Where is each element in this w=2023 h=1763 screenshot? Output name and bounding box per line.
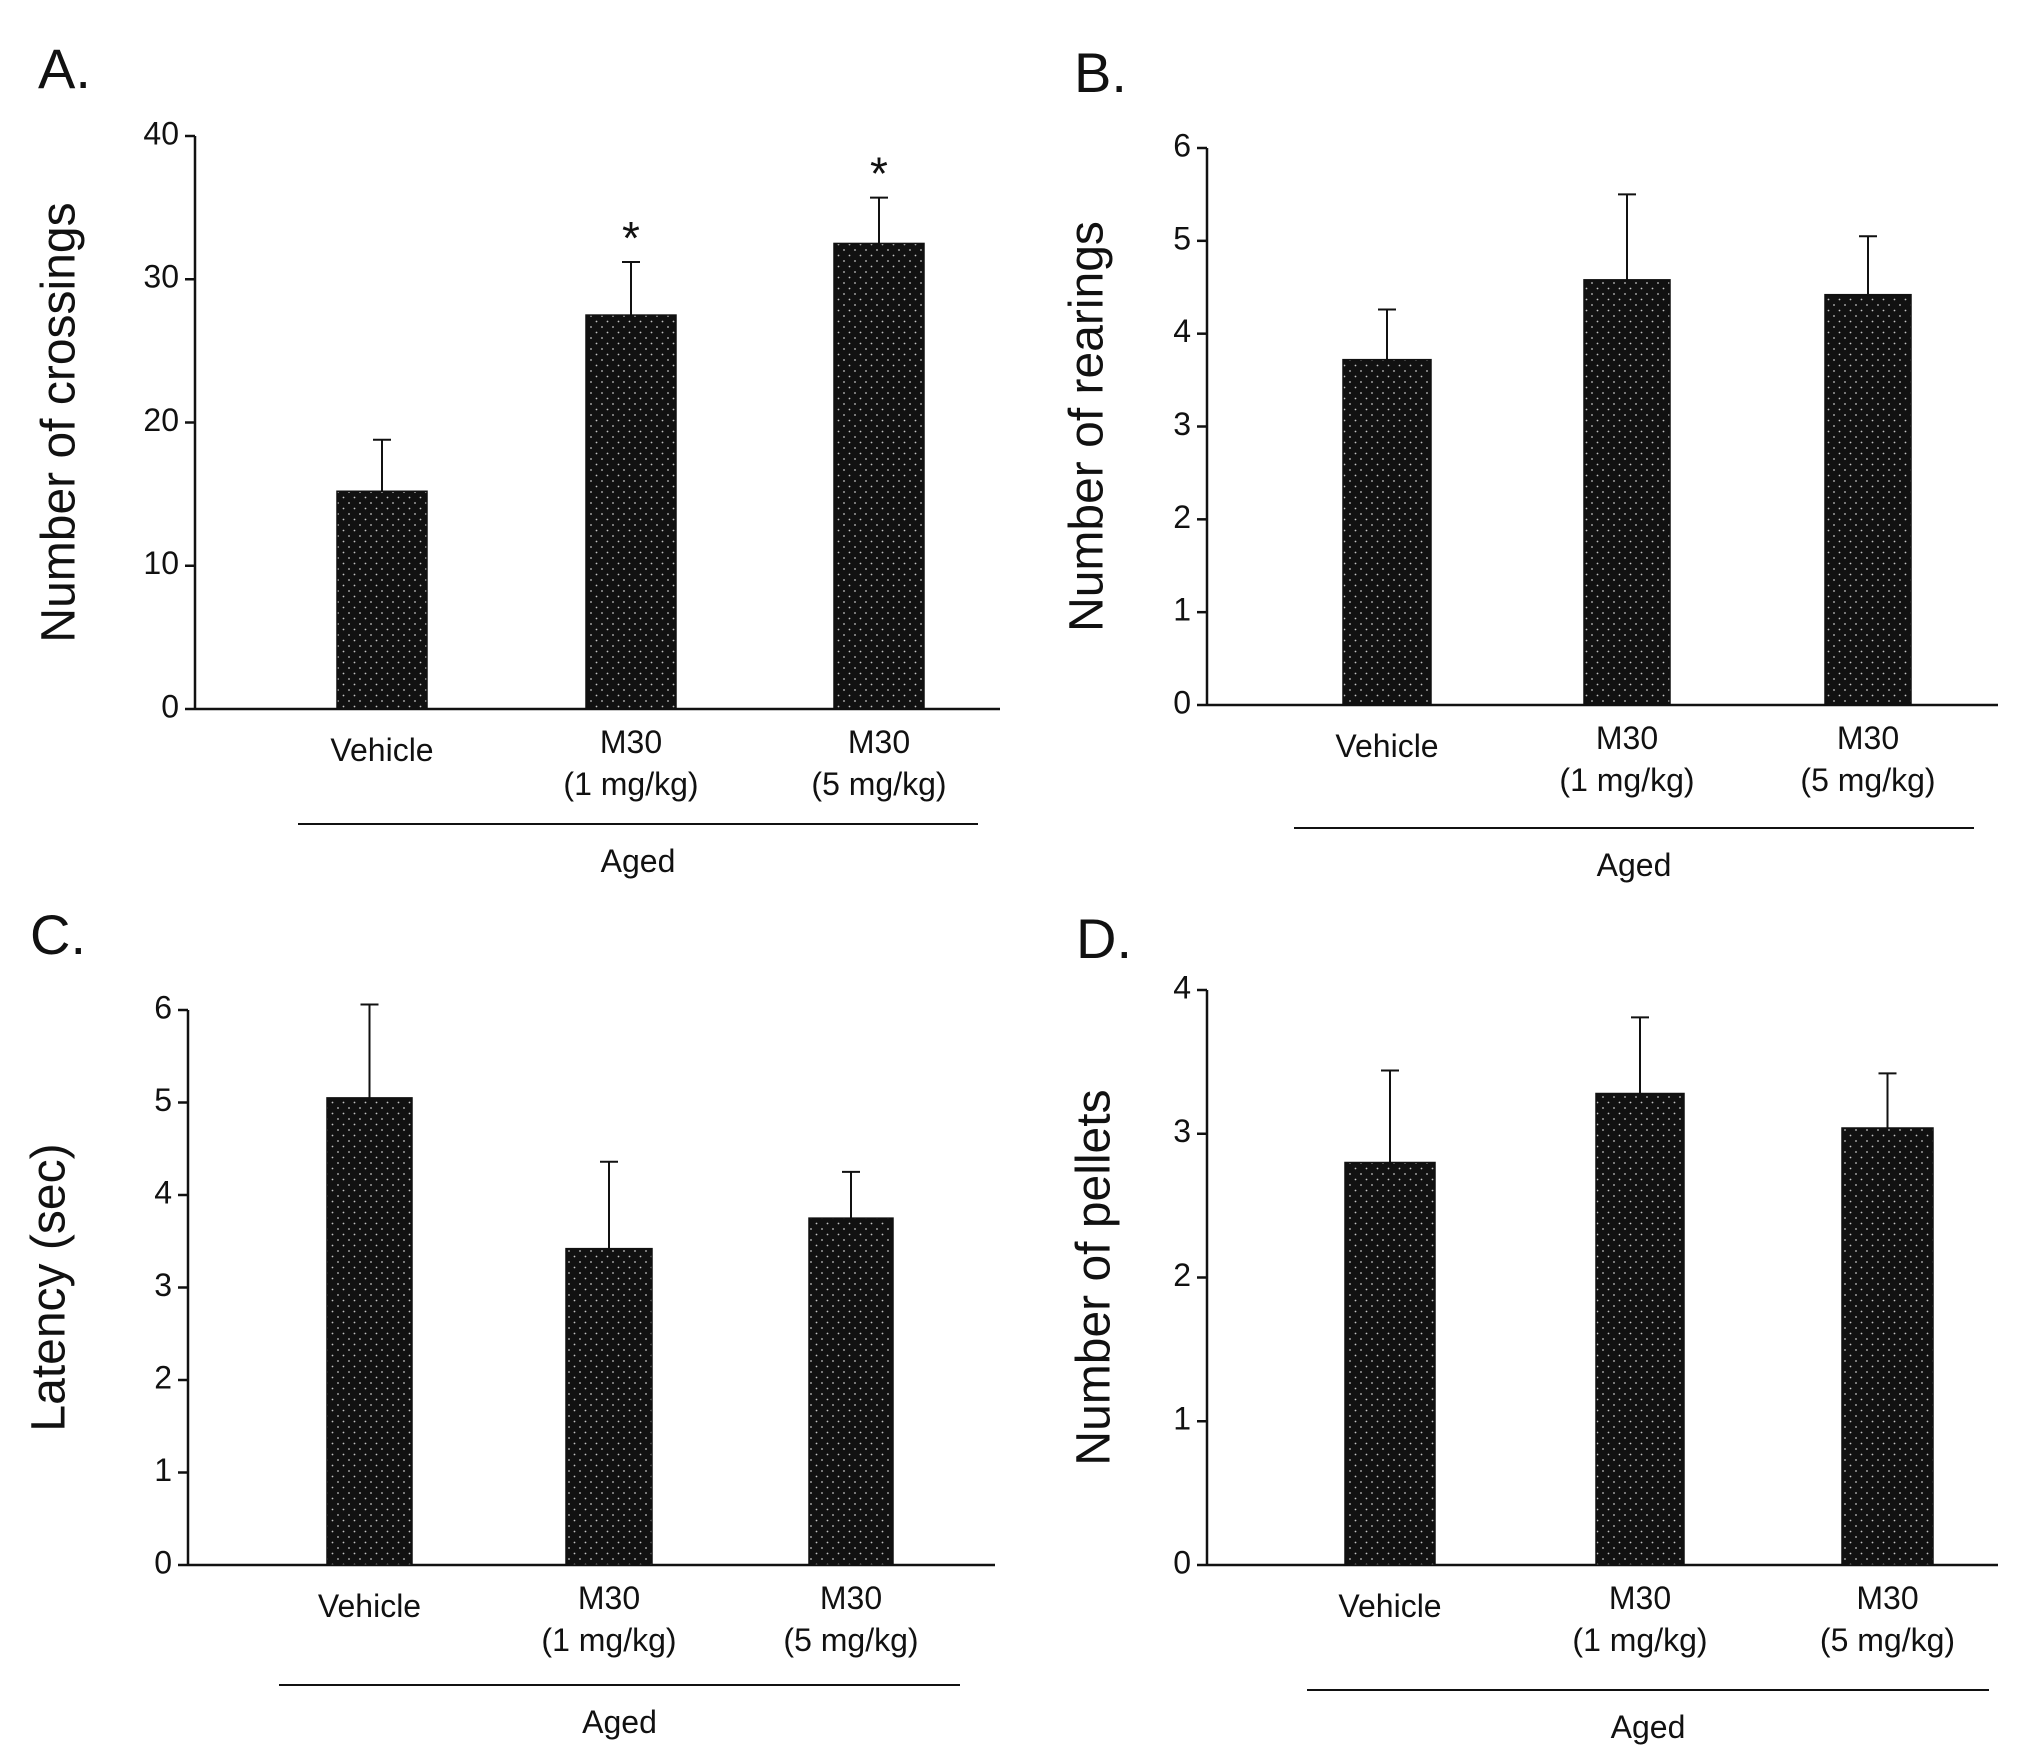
panel-letter: B. — [1074, 41, 1127, 104]
y-tick-label: 1 — [1173, 1401, 1191, 1437]
category-label: Vehicle — [330, 732, 433, 768]
category-label: (1 mg/kg) — [541, 1622, 676, 1658]
y-axis-title: Number of rearings — [1061, 221, 1114, 632]
category-label: (1 mg/kg) — [1559, 762, 1694, 798]
y-tick-label: 2 — [154, 1359, 172, 1395]
y-tick-label: 3 — [154, 1267, 172, 1303]
category-label: M30 — [1837, 720, 1899, 756]
bar — [1841, 1127, 1934, 1566]
panel-b: B. Number of rearings 0 1 2 3 4 5 6 Vehicle M30 (1 … — [1061, 41, 1998, 883]
y-tick-label: 3 — [1173, 406, 1191, 442]
panel-d: D. Number of pellets 0 1 2 3 4 Vehicle M30 (1 mg/… — [1068, 907, 1998, 1745]
category-label: (5 mg/kg) — [1820, 1622, 1955, 1658]
bar — [1824, 293, 1912, 706]
y-tick-label: 6 — [1173, 127, 1191, 163]
category-label: (1 mg/kg) — [563, 766, 698, 802]
y-tick-label: 5 — [154, 1082, 172, 1118]
y-tick-label: 6 — [154, 989, 172, 1025]
panel-a: A. Number of crossings 0 10 20 30 40 Vehicle * M3… — [33, 37, 1000, 879]
category-label: M30 — [820, 1580, 882, 1616]
group-label: Aged — [601, 843, 676, 879]
bar — [565, 1247, 653, 1566]
bar — [1342, 358, 1432, 706]
category-label: M30 — [848, 724, 910, 760]
category-label: Vehicle — [318, 1588, 421, 1624]
bar — [1595, 1092, 1685, 1566]
category-label: Vehicle — [1338, 1588, 1441, 1624]
y-tick-label: 4 — [1173, 313, 1191, 349]
category-label: (1 mg/kg) — [1572, 1622, 1707, 1658]
y-tick-label: 4 — [1173, 969, 1191, 1005]
category-label: Vehicle — [1335, 728, 1438, 764]
category-label: (5 mg/kg) — [1800, 762, 1935, 798]
y-axis-title: Number of crossings — [33, 202, 86, 642]
category-label: M30 — [578, 1580, 640, 1616]
y-tick-label: 20 — [143, 402, 179, 438]
category-label: (5 mg/kg) — [783, 1622, 918, 1658]
bar — [808, 1217, 894, 1566]
panel-letter: C. — [30, 903, 86, 966]
y-tick-label: 2 — [1173, 499, 1191, 535]
y-tick-label: 5 — [1173, 220, 1191, 256]
panel-letter: D. — [1076, 907, 1132, 970]
y-tick-label: 1 — [154, 1452, 172, 1488]
y-tick-label: 2 — [1173, 1257, 1191, 1293]
y-tick-label: 0 — [1173, 684, 1191, 720]
category-label: M30 — [1856, 1580, 1918, 1616]
group-label: Aged — [582, 1704, 657, 1740]
y-tick-label: 0 — [1173, 1544, 1191, 1580]
panel-letter: A. — [38, 37, 91, 100]
y-axis-title: Number of pellets — [1068, 1089, 1121, 1465]
y-tick-label: 0 — [154, 1544, 172, 1580]
y-tick-label: 1 — [1173, 592, 1191, 628]
bar — [336, 490, 428, 710]
significance-mark: * — [622, 212, 640, 264]
group-label: Aged — [1611, 1709, 1686, 1745]
y-tick-label: 3 — [1173, 1113, 1191, 1149]
category-label: M30 — [1609, 1580, 1671, 1616]
significance-mark: * — [870, 148, 888, 200]
y-tick-label: 30 — [143, 259, 179, 295]
group-label: Aged — [1597, 847, 1672, 883]
y-tick-label: 10 — [143, 545, 179, 581]
category-label: M30 — [600, 724, 662, 760]
category-label: (5 mg/kg) — [811, 766, 946, 802]
category-label: M30 — [1596, 720, 1658, 756]
y-tick-label: 0 — [161, 688, 179, 724]
bar — [1583, 279, 1671, 706]
bar — [1344, 1161, 1436, 1566]
bar — [833, 242, 925, 710]
bar — [326, 1097, 413, 1566]
panel-c: C. Latency (sec) 0 1 2 3 4 5 6 Vehicle M30 (1 mg/kg… — [23, 903, 995, 1740]
bar — [585, 314, 677, 710]
y-axis-title: Latency (sec) — [23, 1143, 76, 1431]
y-tick-label: 4 — [154, 1174, 172, 1210]
y-tick-label: 40 — [143, 115, 179, 151]
